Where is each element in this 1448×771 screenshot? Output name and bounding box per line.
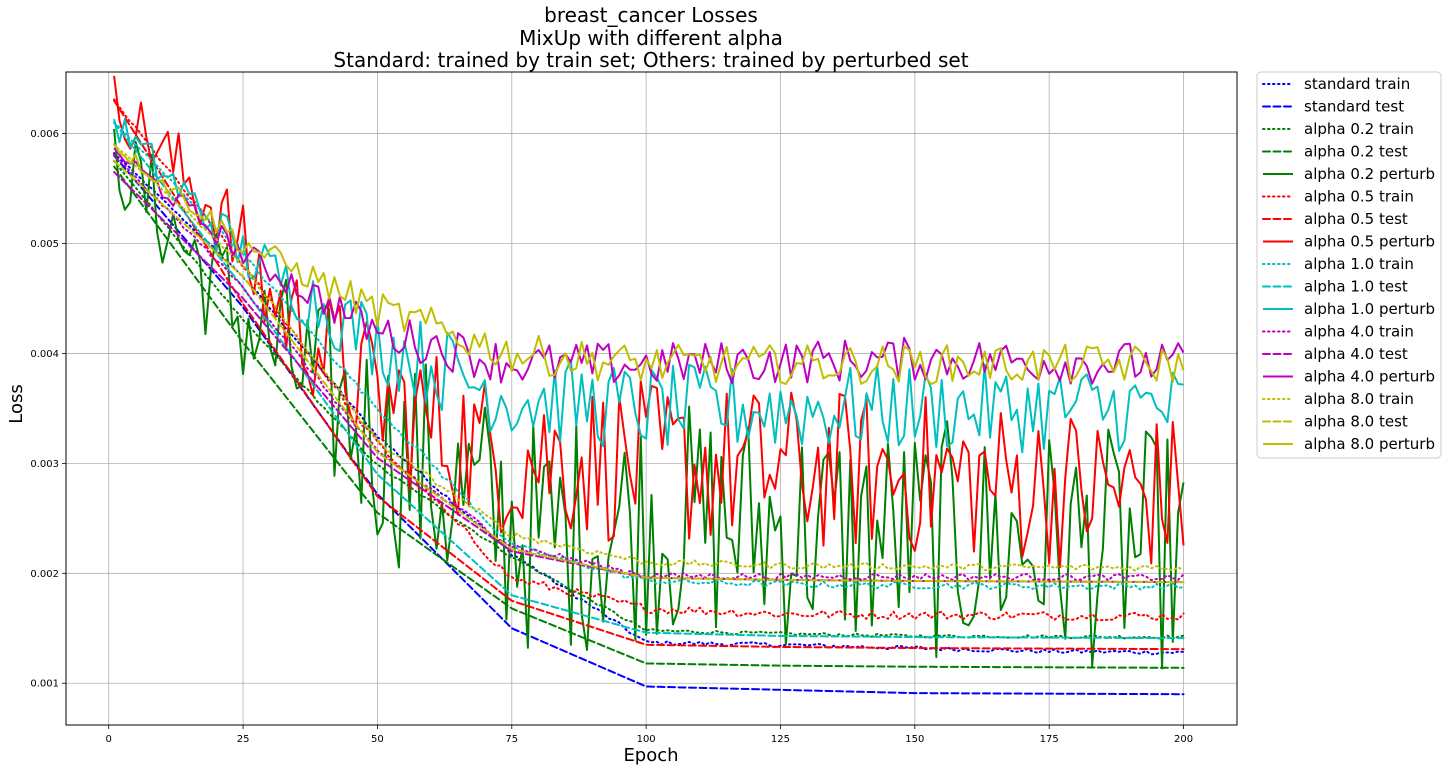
legend-label: alpha 1.0 perturb bbox=[1304, 300, 1435, 318]
legend-label: alpha 8.0 test bbox=[1304, 413, 1408, 431]
legend-label: alpha 8.0 perturb bbox=[1304, 435, 1435, 453]
legend-label: alpha 0.5 test bbox=[1304, 210, 1408, 228]
plot-frame bbox=[65, 71, 1238, 726]
legend-label: alpha 1.0 test bbox=[1304, 278, 1408, 296]
series-line-4 bbox=[113, 128, 1185, 670]
y-tick-label: 0.006 bbox=[30, 129, 59, 140]
x-tick-label: 125 bbox=[771, 734, 790, 745]
series-line-3 bbox=[113, 165, 1185, 669]
series-line-0 bbox=[113, 152, 1185, 656]
x-tick-label: 150 bbox=[905, 734, 924, 745]
legend-label: alpha 0.5 perturb bbox=[1304, 233, 1435, 251]
legend-label: alpha 4.0 test bbox=[1304, 345, 1408, 363]
x-axis-ticks: 0 25 50 75 100 125 150 175 200 bbox=[106, 725, 1193, 745]
legend-label: alpha 0.2 test bbox=[1304, 143, 1408, 161]
series-line-14 bbox=[113, 143, 1185, 572]
series-line-7 bbox=[113, 75, 1185, 569]
legend-label: alpha 0.2 train bbox=[1304, 120, 1414, 138]
x-tick-label: 75 bbox=[505, 734, 518, 745]
y-axis-label: Loss bbox=[6, 384, 27, 423]
x-axis-label: Epoch bbox=[623, 745, 678, 766]
y-tick-label: 0.004 bbox=[30, 349, 59, 360]
plot-series bbox=[113, 75, 1185, 696]
legend-label: alpha 0.2 perturb bbox=[1304, 165, 1435, 183]
chart-title: breast_cancer Losses MixUp with differen… bbox=[333, 3, 968, 72]
x-tick-label: 200 bbox=[1174, 734, 1193, 745]
legend: standard train standard test alpha 0.2 tra… bbox=[1256, 71, 1442, 459]
series-line-16 bbox=[113, 143, 1185, 386]
grid-lines bbox=[66, 72, 1237, 725]
series-line-6 bbox=[113, 99, 1185, 651]
legend-label: alpha 4.0 perturb bbox=[1304, 368, 1435, 386]
series-line-15 bbox=[113, 160, 1185, 584]
x-tick-label: 100 bbox=[637, 734, 656, 745]
legend-label: alpha 8.0 train bbox=[1304, 390, 1414, 408]
x-tick-label: 175 bbox=[1040, 734, 1059, 745]
x-tick-label: 25 bbox=[237, 734, 250, 745]
legend-label: standard train bbox=[1304, 75, 1410, 93]
legend-label: standard test bbox=[1304, 98, 1404, 116]
chart-title-line-2: MixUp with different alpha bbox=[519, 26, 783, 50]
y-axis-ticks: 0.001 0.002 0.003 0.004 0.005 0.006 bbox=[30, 129, 66, 690]
chart-title-line-3: Standard: trained by train set; Others: … bbox=[333, 48, 968, 72]
series-line-2 bbox=[113, 159, 1185, 640]
y-tick-label: 0.003 bbox=[30, 459, 59, 470]
legend-frame bbox=[1256, 71, 1442, 459]
legend-label: alpha 4.0 train bbox=[1304, 323, 1414, 341]
y-tick-label: 0.005 bbox=[30, 239, 59, 250]
y-tick-label: 0.001 bbox=[30, 679, 59, 690]
y-tick-label: 0.002 bbox=[30, 569, 59, 580]
legend-label: alpha 0.5 train bbox=[1304, 188, 1414, 206]
series-line-8 bbox=[113, 121, 1185, 591]
series-line-10 bbox=[113, 118, 1184, 454]
chart-title-line-1: breast_cancer Losses bbox=[544, 3, 758, 27]
x-tick-label: 50 bbox=[371, 734, 384, 745]
x-tick-label: 0 bbox=[106, 734, 112, 745]
legend-label: alpha 1.0 train bbox=[1304, 255, 1414, 273]
